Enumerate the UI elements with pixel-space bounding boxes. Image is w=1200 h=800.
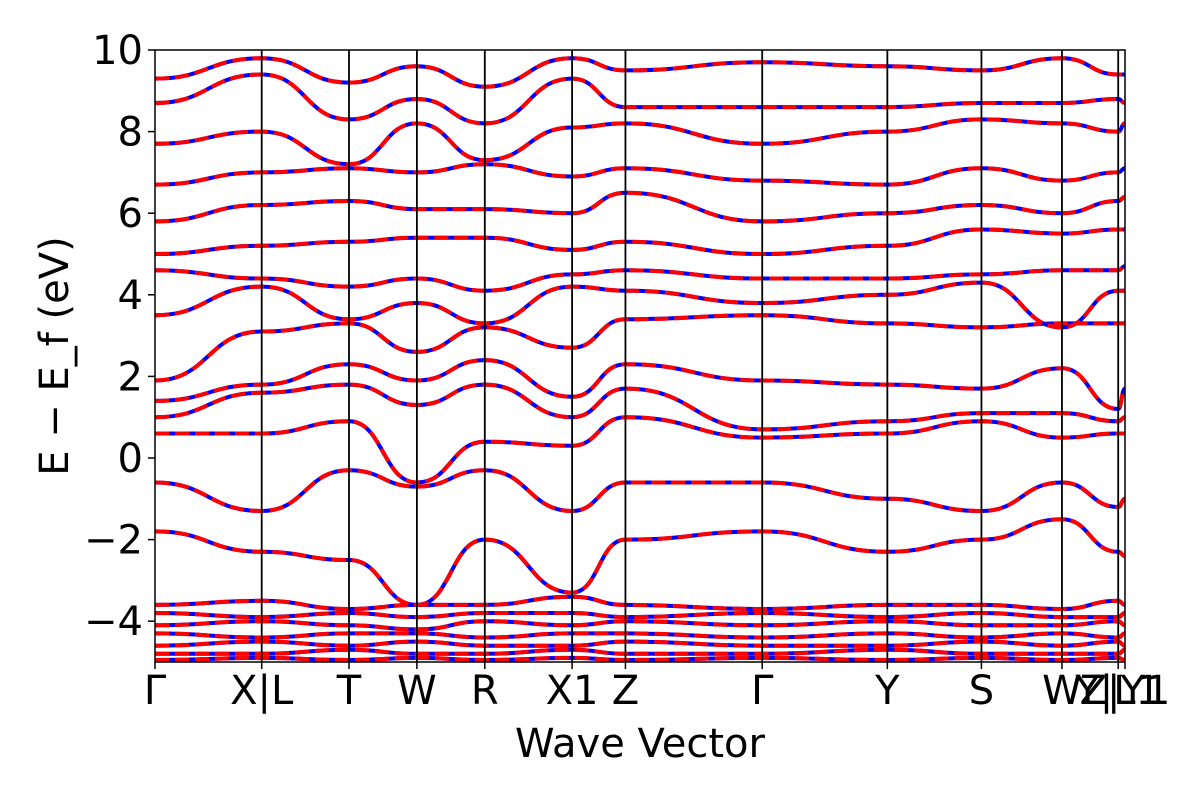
band-16-dashed-line [155, 619, 1125, 632]
band-1-line [155, 468, 1125, 514]
band-0-line [155, 517, 1125, 607]
band-12-line [155, 72, 1125, 126]
y-tick-label: −4 [84, 599, 143, 645]
y-axis-label: E − E_f (eV) [32, 236, 78, 475]
kpoint-lines [260, 50, 1120, 662]
band-9-line [155, 190, 1125, 224]
x-tick-label: Γ [144, 668, 167, 714]
x-tick-label: Y|L1 [1074, 668, 1161, 714]
band-9-dashed-line [155, 190, 1125, 224]
x-tick-label: T [336, 668, 362, 714]
y-tick-label: 4 [118, 273, 143, 319]
band-4-dashed-line [155, 358, 1125, 412]
y-tick-label: 10 [92, 28, 143, 74]
x-tick-label: W [397, 668, 437, 714]
x-axis-label: Wave Vector [515, 721, 766, 767]
y-axis-ticks: −4 −2 0 2 4 6 8 10 [84, 28, 155, 645]
band-0-dashed-line [155, 517, 1125, 607]
y-tick-label: 2 [118, 354, 143, 400]
band-18-dashed-line [155, 639, 1125, 648]
band-5-dashed-line [155, 313, 1125, 383]
band-8-dashed-line [155, 227, 1125, 257]
plot-frame [154, 49, 1126, 663]
band-7-dashed-line [155, 264, 1125, 293]
x-axis-ticks: Γ X|L T W R X1 Z Γ Y S WY|L1Z|Y1 [144, 662, 1171, 714]
x-tick-label: X1 [546, 668, 599, 714]
band-19-dashed-line [155, 647, 1125, 656]
x-tick-label: W [1042, 668, 1082, 714]
band-13-dashed-line [155, 56, 1125, 89]
band-1-dashed-line [155, 468, 1125, 514]
y-tick-label: −2 [84, 518, 143, 564]
bands-layer [155, 56, 1125, 662]
band-10-dashed-line [155, 162, 1125, 187]
x-tick-label: Γ [751, 668, 774, 714]
band-20-dashed-line [155, 655, 1125, 662]
band-11-line [155, 117, 1125, 167]
y-tick-label: 8 [118, 110, 143, 156]
x-tick-label: S [969, 668, 994, 714]
band-14-dashed-line [155, 594, 1125, 612]
x-tick-label: Z|Y1 [1080, 668, 1171, 714]
x-tick-label: R [471, 668, 499, 714]
band-2-dashed-line [155, 415, 1125, 485]
band-4-line [155, 358, 1125, 412]
band-5-line [155, 313, 1125, 383]
x-tick-label: Z [612, 668, 639, 714]
band-6-dashed-line [155, 280, 1125, 330]
x-tick-label: X|L [230, 668, 294, 714]
band-15-dashed-line [155, 610, 1125, 620]
band-13-line [155, 56, 1125, 89]
x-tick-label: Y [874, 668, 900, 714]
y-tick-label: 6 [118, 191, 143, 237]
y-tick-label: 0 [118, 436, 143, 482]
band-11-dashed-line [155, 117, 1125, 167]
band-12-dashed-line [155, 72, 1125, 126]
band-17-dashed-line [155, 631, 1125, 640]
